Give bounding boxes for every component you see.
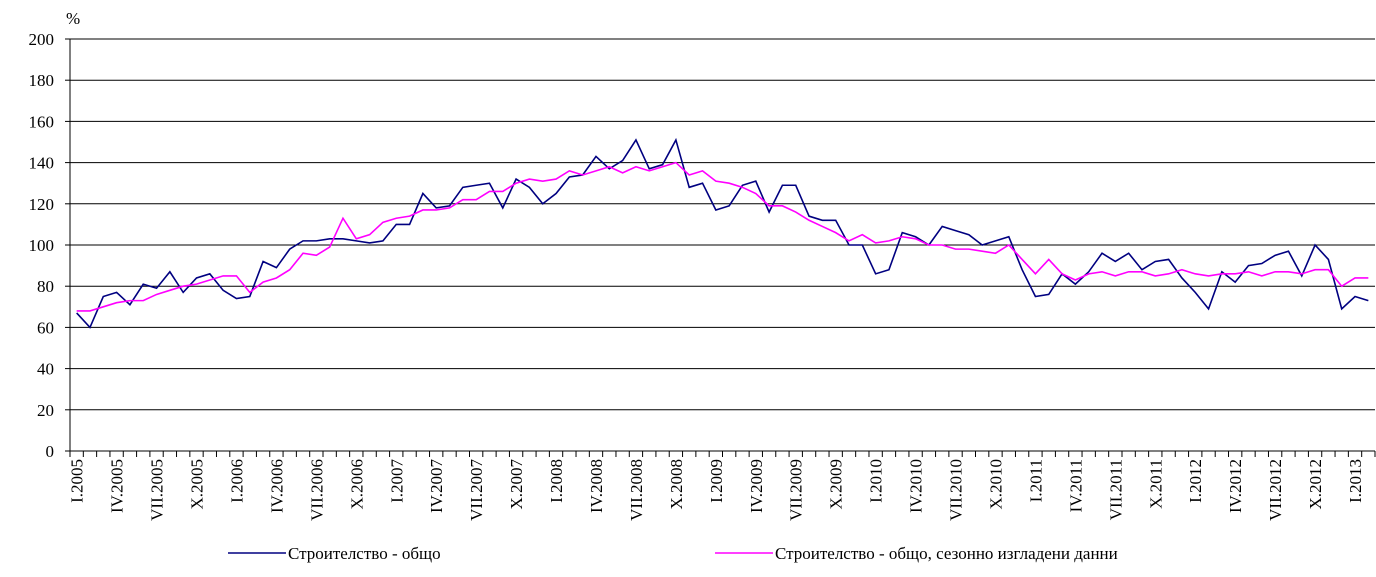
x-tick-label: VII.2009 — [787, 459, 806, 521]
x-tick-label: I.2006 — [227, 459, 246, 503]
x-tick-label: I.2008 — [547, 459, 566, 503]
x-tick-label: I.2007 — [387, 459, 406, 503]
x-tick-label: X.2009 — [827, 459, 846, 510]
x-tick-label: I.2012 — [1186, 459, 1205, 503]
x-tick-label: IV.2005 — [108, 459, 127, 513]
y-tick-label: 200 — [29, 30, 55, 49]
y-tick-label: 60 — [37, 318, 54, 337]
x-tick-label: VII.2010 — [947, 459, 966, 521]
legend-label: Строителство - общо, сезонно изгладени д… — [775, 544, 1118, 563]
x-tick-label: VII.2012 — [1266, 459, 1285, 521]
x-tick-label: X.2010 — [986, 459, 1005, 510]
x-tick-label: I.2013 — [1346, 459, 1365, 503]
y-tick-label: 20 — [37, 401, 54, 420]
y-axis-label: % — [66, 9, 80, 28]
y-tick-label: 140 — [29, 154, 55, 173]
x-tick-label: IV.2009 — [747, 459, 766, 513]
x-tick-label: VII.2007 — [467, 459, 486, 521]
x-tick-label: X.2011 — [1146, 459, 1165, 509]
x-tick-label: X.2008 — [667, 459, 686, 510]
y-tick-label: 80 — [37, 277, 54, 296]
x-tick-label: VII.2006 — [307, 459, 326, 521]
x-tick-label: VII.2005 — [148, 459, 167, 521]
x-tick-label: X.2005 — [188, 459, 207, 510]
series-line — [76, 161, 1369, 312]
x-tick-label: VII.2011 — [1106, 459, 1125, 520]
x-tick-label: IV.2008 — [587, 459, 606, 513]
x-tick-label: I.2009 — [707, 459, 726, 503]
x-tick-label: I.2011 — [1026, 459, 1045, 502]
x-tick-label: IV.2007 — [427, 459, 446, 513]
y-tick-label: 160 — [29, 112, 55, 131]
y-tick-label: 100 — [29, 236, 55, 255]
x-tick-label: I.2005 — [68, 459, 87, 503]
y-tick-label: 0 — [46, 442, 55, 461]
x-tick-label: IV.2012 — [1226, 459, 1245, 513]
x-tick-label: X.2007 — [507, 459, 526, 510]
legend-label: Строителство - общо — [288, 544, 441, 563]
x-tick-label: IV.2010 — [907, 459, 926, 513]
x-tick-label: IV.2006 — [267, 459, 286, 513]
series-line — [76, 137, 1369, 329]
x-tick-label: X.2006 — [347, 459, 366, 510]
y-tick-label: 40 — [37, 360, 54, 379]
x-tick-label: VII.2008 — [627, 459, 646, 521]
y-tick-label: 120 — [29, 195, 55, 214]
x-tick-label: I.2010 — [867, 459, 886, 503]
x-tick-label: X.2012 — [1306, 459, 1325, 510]
y-tick-label: 180 — [29, 71, 55, 90]
x-tick-label: IV.2011 — [1066, 459, 1085, 512]
